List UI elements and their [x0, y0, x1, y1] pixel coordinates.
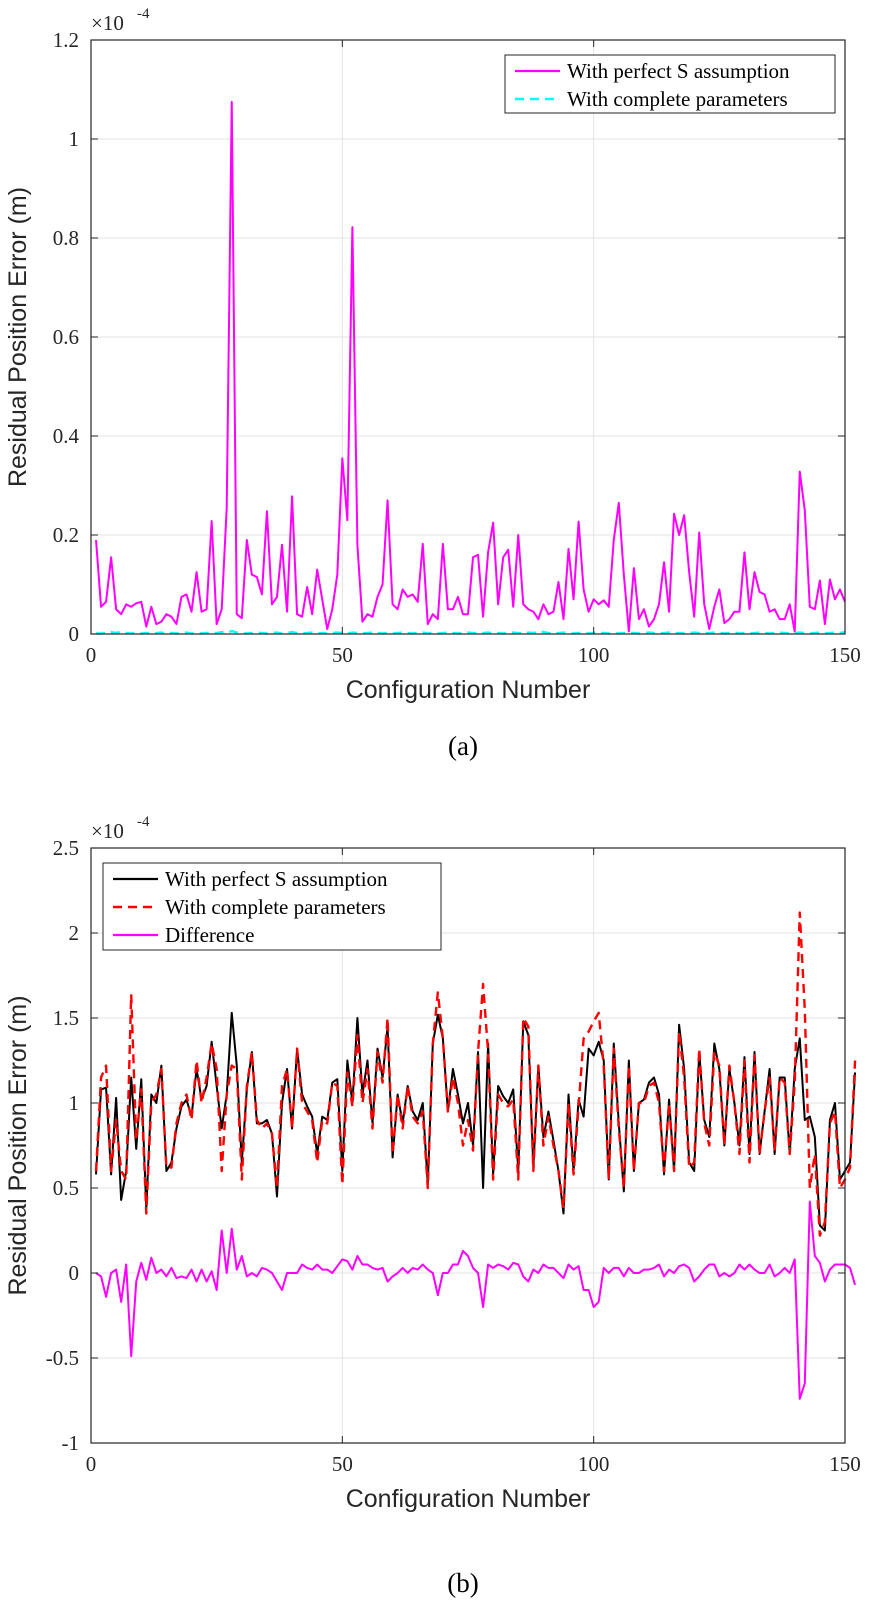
y-tick-label: 1	[69, 127, 80, 151]
y-tick-label: 0.5	[53, 1176, 79, 1200]
x-tick-label: 0	[86, 643, 97, 667]
panel-caption: (b)	[447, 1568, 478, 1598]
series-line-2	[94, 911, 857, 1237]
legend-label: With complete parameters	[567, 87, 788, 111]
y-tick-label: 0.4	[53, 424, 80, 448]
y-multiplier-base: ×10	[91, 819, 124, 843]
chart-panel-b: 0 50 100 150 -1 -0.5 0 0.5 1 1.5 2 2.5 ×10 -4 Configur…	[4, 814, 861, 1598]
y-tick-label: -1	[62, 1431, 80, 1455]
axes-frame	[90, 847, 846, 1444]
legend-label: With perfect S assumption	[165, 867, 388, 891]
x-tick-label: 100	[578, 643, 610, 667]
chart-panel-a: 0 50 100 150 0 0.2 0.4 0.6 0.8 1 1.2 ×10 -4 Configura…	[4, 6, 861, 761]
y-axis-label: Residual Position Error (m)	[4, 995, 32, 1295]
x-tick-label: 50	[332, 643, 353, 667]
x-tick-label: 100	[578, 1452, 610, 1476]
x-axis-label: Configuration Number	[346, 1485, 591, 1513]
y-tick-label: 0	[69, 1261, 80, 1285]
y-multiplier-exponent: -4	[137, 814, 150, 830]
y-tick-label: 0.2	[53, 523, 79, 547]
series-line-3	[95, 1200, 857, 1400]
legend: With perfect S assumption With complete p…	[102, 862, 442, 951]
y-multiplier-exponent: -4	[137, 6, 150, 22]
y-tick-label: 1.2	[53, 28, 79, 52]
x-tick-label: 150	[829, 1452, 861, 1476]
legend-box	[504, 54, 836, 114]
legend-label: With complete parameters	[165, 895, 386, 919]
y-tick-label: 0.8	[53, 226, 79, 250]
series-line-1	[95, 100, 846, 633]
x-tick-label: 50	[332, 1452, 353, 1476]
y-tick-label: 1	[69, 1091, 80, 1115]
legend-label: Difference	[165, 923, 254, 947]
legend-box	[102, 862, 442, 951]
y-tick-label: 2	[69, 921, 80, 945]
legend-label: With perfect S assumption	[567, 59, 790, 83]
x-axis-label: Configuration Number	[346, 676, 591, 704]
y-tick-label: 2.5	[53, 836, 79, 860]
legend: With perfect S assumption With complete p…	[504, 54, 836, 114]
y-axis-label: Residual Position Error (m)	[4, 187, 32, 487]
y-tick-label: 0	[69, 622, 80, 646]
y-tick-label: 1.5	[53, 1006, 79, 1030]
series-line-2	[96, 629, 846, 635]
panel-caption: (a)	[448, 731, 478, 761]
y-multiplier-base: ×10	[91, 11, 124, 35]
x-tick-label: 150	[829, 643, 861, 667]
y-tick-label: 0.6	[53, 325, 79, 349]
x-tick-label: 0	[86, 1452, 97, 1476]
y-tick-label: -0.5	[46, 1346, 79, 1370]
